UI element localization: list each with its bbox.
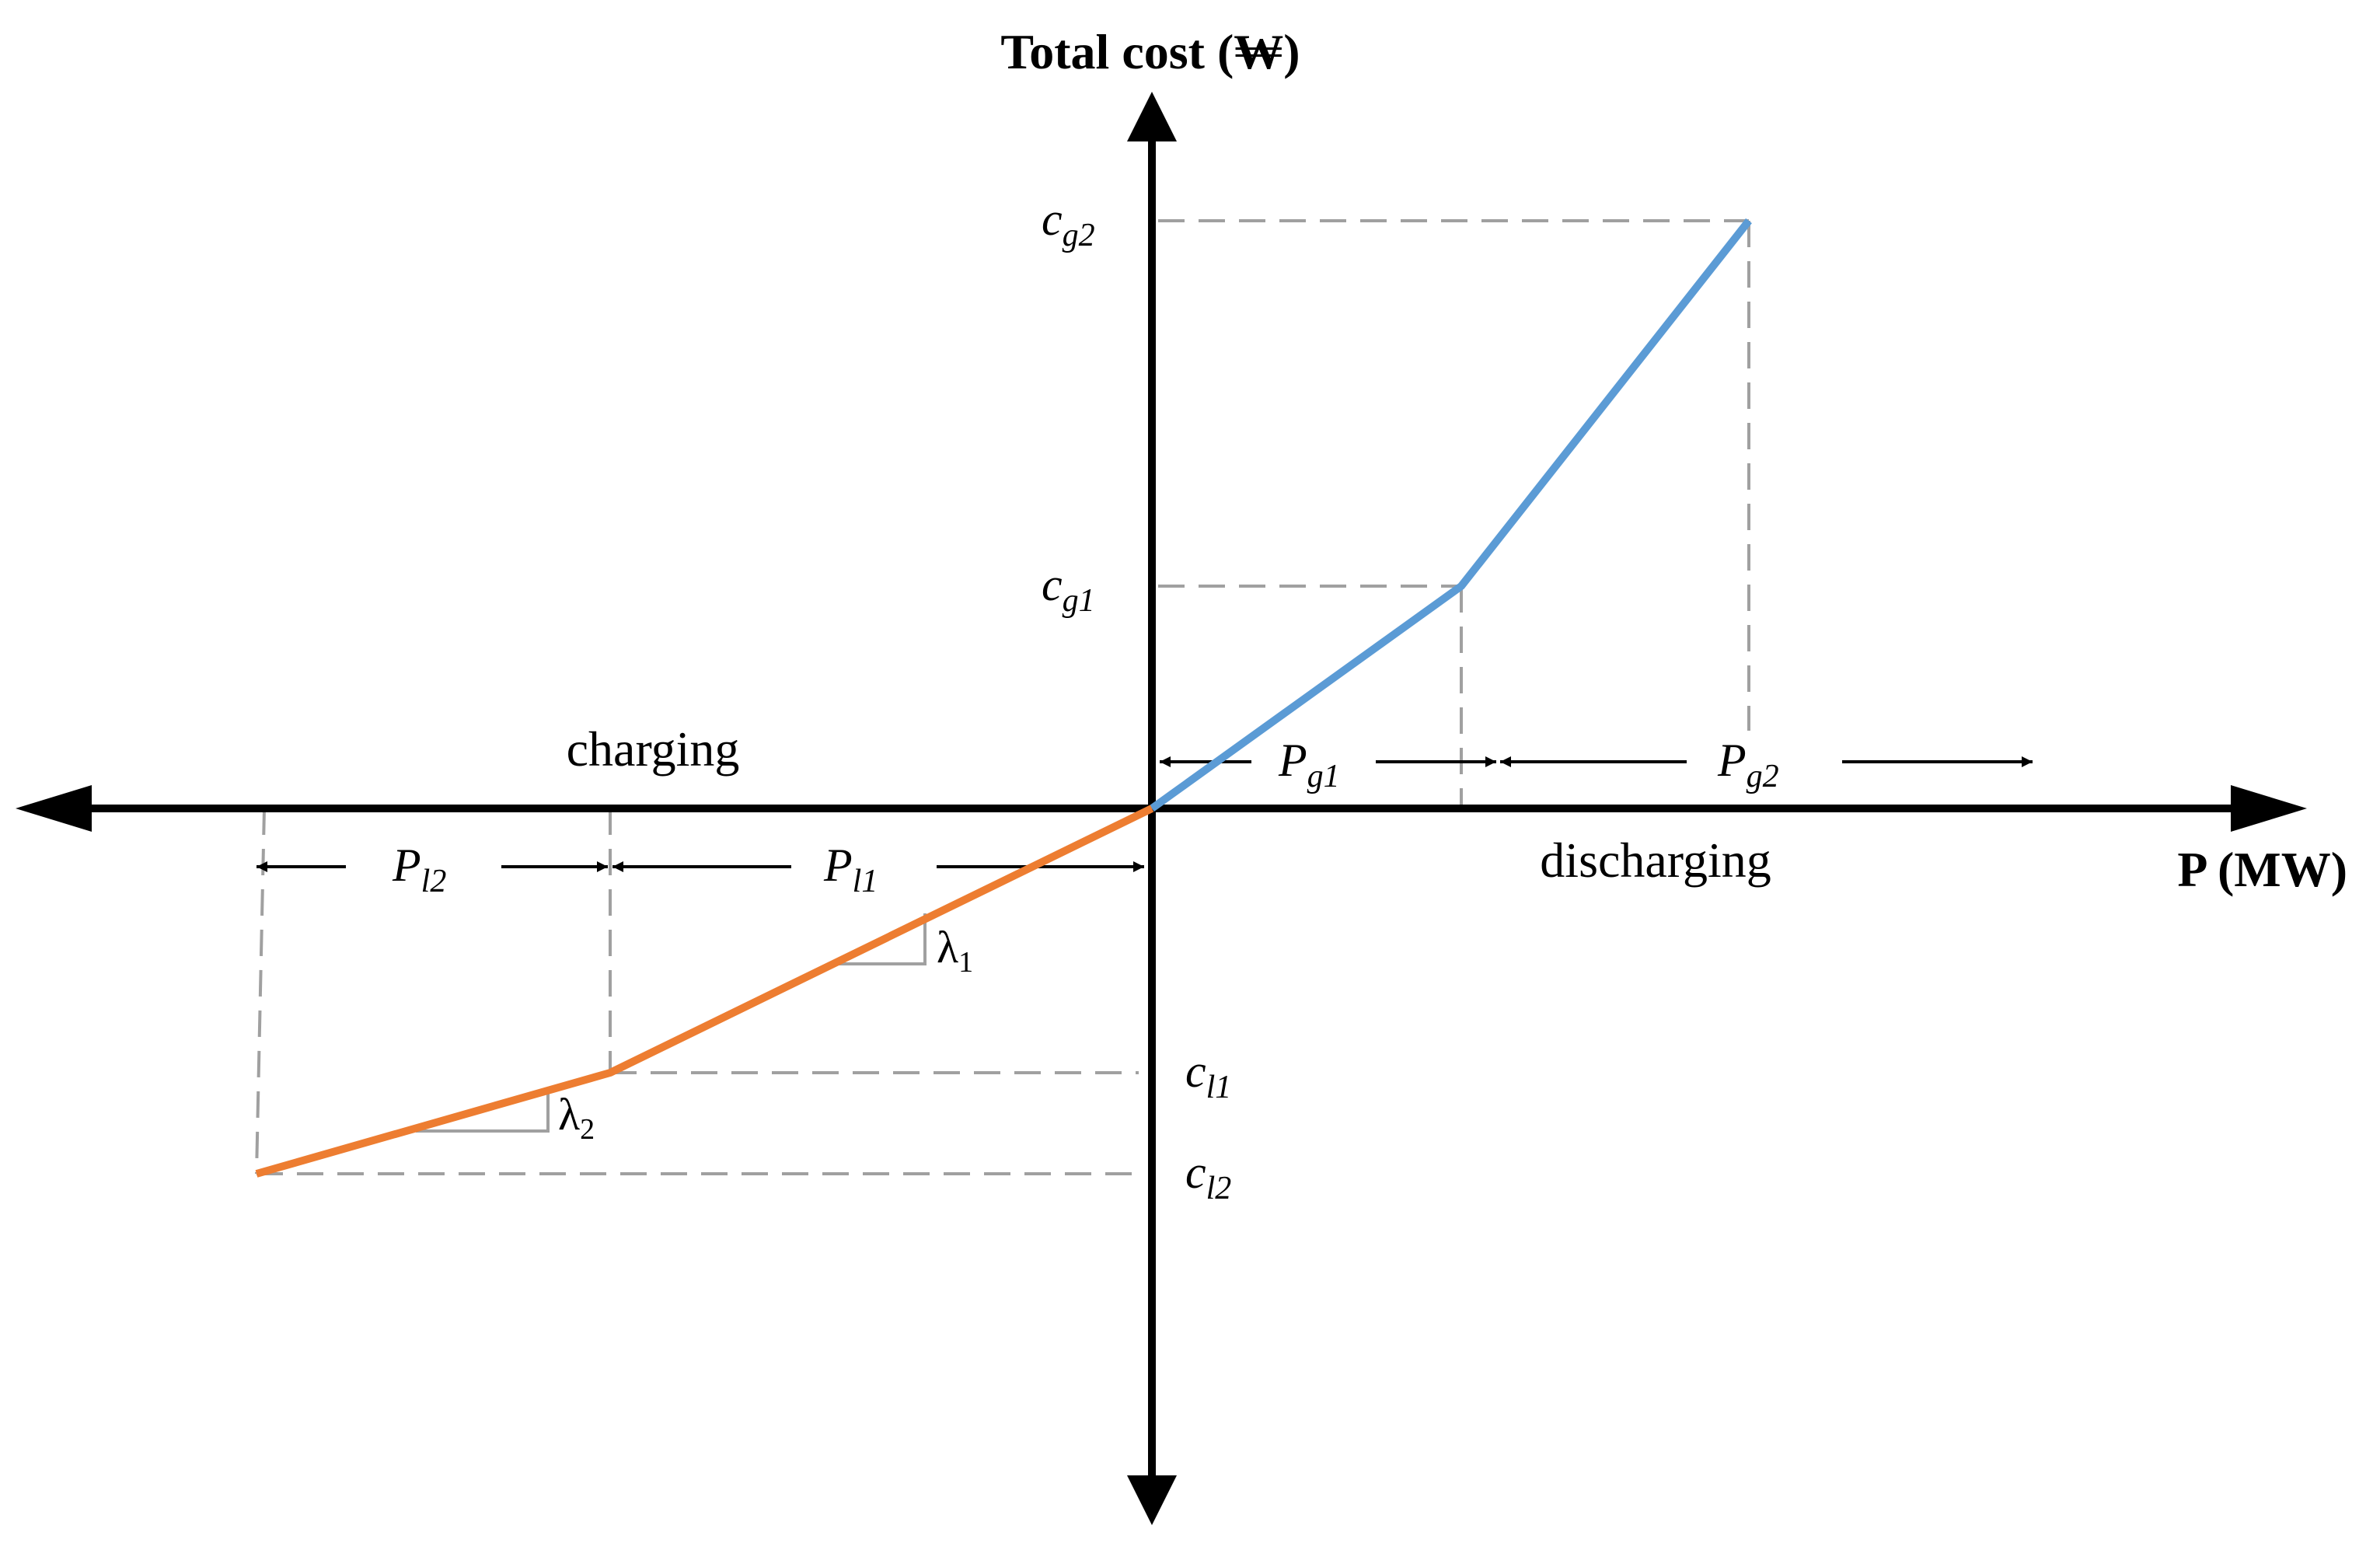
slope-triangle-lambda2 bbox=[416, 1092, 550, 1133]
x-axis-left-arrowhead bbox=[16, 785, 92, 832]
slope-triangles bbox=[416, 913, 927, 1133]
guide-lines bbox=[255, 219, 1750, 1175]
x-axis-right-arrowhead bbox=[2231, 785, 2307, 832]
y-axis-label: Total cost (₩) bbox=[1000, 24, 1300, 79]
interval-pg2: Pg2 bbox=[1717, 735, 1779, 794]
y-axis-bottom-arrowhead bbox=[1127, 1475, 1177, 1525]
interval-arrows bbox=[256, 756, 2033, 872]
tick-cg1: cg1 bbox=[1042, 559, 1095, 619]
tick-cg2: cg2 bbox=[1042, 194, 1095, 253]
y-axis-top-arrowhead bbox=[1127, 92, 1177, 141]
tick-cl2: cl2 bbox=[1185, 1147, 1231, 1206]
interval-pl2: Pl2 bbox=[392, 840, 446, 899]
axes bbox=[16, 92, 2307, 1525]
interval-pl1: Pl1 bbox=[823, 840, 878, 899]
x-axis-label: P (MW) bbox=[2177, 842, 2347, 897]
charging-cost-curve bbox=[255, 805, 1154, 1178]
guide-pl2-vertical bbox=[255, 808, 266, 1175]
slope-lambda1: λ1 bbox=[937, 922, 973, 979]
discharging-label: discharging bbox=[1540, 833, 1771, 888]
charging-label: charging bbox=[567, 721, 740, 777]
slope-triangle-lambda1 bbox=[836, 913, 927, 965]
slope-lambda2: λ2 bbox=[558, 1089, 595, 1146]
interval-pg1: Pg1 bbox=[1278, 735, 1340, 794]
discharging-cost-curve bbox=[1150, 218, 1752, 812]
tick-cl1: cl1 bbox=[1185, 1046, 1231, 1105]
